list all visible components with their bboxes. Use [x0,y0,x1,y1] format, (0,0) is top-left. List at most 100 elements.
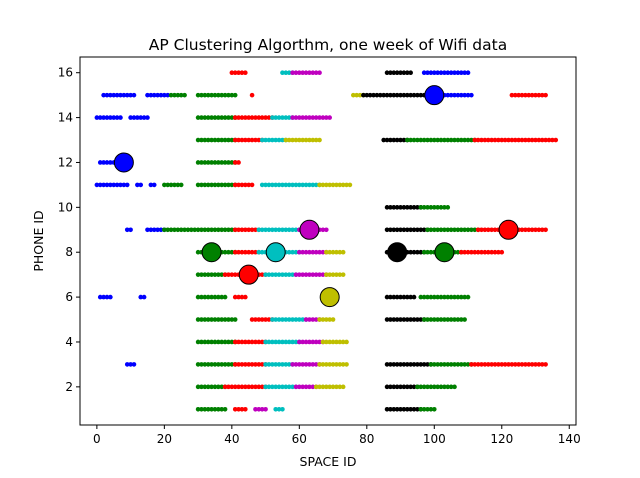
data-point [259,115,265,120]
data-point [307,272,312,277]
data-point [384,362,390,367]
data-point [256,362,262,367]
data-point [222,92,228,98]
data-point [492,362,498,367]
data-point [205,115,211,120]
data-point [172,227,177,233]
data-point [543,92,548,98]
data-point [202,294,208,300]
data-point [280,406,285,412]
data-point [290,182,295,188]
data-point [280,70,285,76]
data-point [445,362,451,367]
data-point [297,272,302,277]
data-point [458,92,464,98]
data-point [324,272,329,277]
data-point [270,115,275,120]
data-point [236,384,241,390]
data-point [212,406,218,412]
data-point [286,137,292,143]
data-point [104,294,110,300]
data-point [293,137,299,143]
data-point [327,317,332,322]
data-point [199,317,204,322]
data-point [256,317,262,322]
data-point [199,272,204,277]
data-point [273,182,279,188]
data-point [465,137,471,143]
data-point [442,205,447,210]
data-point [97,160,103,165]
data-point [300,317,305,322]
data-point [438,384,444,390]
y-tick-label: 10 [58,200,73,214]
data-point [435,294,440,300]
data-point [253,339,258,345]
data-point [249,227,255,233]
x-tick-label: 60 [292,432,307,446]
data-point [425,137,430,143]
data-point [408,249,413,255]
data-point [270,182,275,188]
data-point [516,362,521,367]
centroid-marker [113,152,134,173]
data-point [324,249,329,255]
data-point [448,92,454,98]
data-point [398,294,403,300]
data-point [199,92,204,98]
data-point [313,70,319,76]
data-point [324,362,329,367]
data-point [408,294,413,300]
data-point [391,362,397,367]
data-point [151,92,157,98]
data-point [313,182,319,188]
data-point [259,362,265,367]
data-point [256,249,262,255]
data-point [212,115,218,120]
data-point [317,362,322,367]
data-point [398,227,403,233]
data-point [229,384,235,390]
data-point [452,92,457,98]
data-point [472,227,478,233]
data-point [253,384,258,390]
data-point [394,384,400,390]
data-point [516,92,521,98]
data-point [415,92,420,98]
data-point [222,317,228,322]
data-point [195,294,201,300]
data-point [492,249,498,255]
data-point [384,137,390,143]
data-point [239,362,245,367]
data-point [141,115,147,120]
data-point [388,362,393,367]
data-point [209,362,214,367]
data-point [475,227,481,233]
data-point [317,317,322,322]
data-point [431,70,437,76]
data-point [388,317,393,322]
data-point [256,384,262,390]
data-point [263,227,268,233]
data-point [108,294,113,300]
data-point [253,406,258,412]
data-point [543,362,548,367]
data-point [216,160,221,165]
data-point [293,70,299,76]
data-point [367,92,373,98]
data-point [222,406,228,412]
data-point [293,317,299,322]
data-point [317,137,322,143]
data-point [384,294,390,300]
data-point [330,182,336,188]
data-point [108,92,113,98]
data-point [445,227,451,233]
data-point [263,406,268,412]
data-point [273,406,279,412]
data-point [303,249,309,255]
data-point [290,227,295,233]
data-point [408,384,413,390]
data-point [411,362,417,367]
data-point [431,362,437,367]
